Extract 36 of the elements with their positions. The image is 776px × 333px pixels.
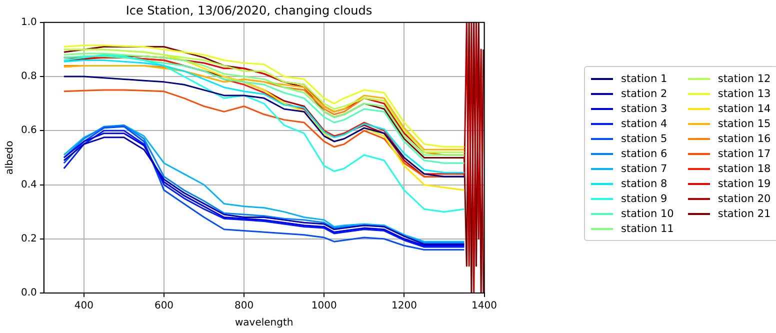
legend-label: station 13 bbox=[718, 88, 771, 100]
x-axis-title: wavelength bbox=[234, 318, 294, 329]
legend-label: station 3 bbox=[621, 102, 668, 114]
y-tick-label: 0.2 bbox=[20, 233, 37, 244]
legend-label: station 9 bbox=[621, 192, 668, 204]
legend-label: station 15 bbox=[718, 118, 771, 130]
legend-label: station 7 bbox=[621, 162, 668, 174]
legend-label: station 8 bbox=[621, 178, 668, 190]
y-tick-label: 1.0 bbox=[20, 16, 37, 28]
y-tick-label: 0.8 bbox=[20, 71, 37, 82]
legend-label: station 4 bbox=[621, 118, 668, 130]
legend-label: station 21 bbox=[718, 208, 771, 220]
legend-label: station 20 bbox=[718, 192, 771, 204]
y-axis-title: albedo bbox=[4, 140, 16, 175]
y-tick-label: 0.0 bbox=[20, 288, 37, 299]
legend-label: station 10 bbox=[621, 208, 674, 220]
x-tick-label: 1200 bbox=[391, 300, 417, 312]
legend-label: station 5 bbox=[621, 132, 668, 144]
legend-label: station 16 bbox=[718, 132, 771, 144]
y-tick-label: 0.4 bbox=[20, 179, 37, 190]
legend-label: station 12 bbox=[718, 72, 771, 84]
legend-label: station 14 bbox=[718, 102, 771, 114]
legend-label: station 17 bbox=[718, 148, 771, 160]
legend-label: station 2 bbox=[621, 88, 668, 100]
chart-title: Ice Station, 13/06/2020, changing clouds bbox=[126, 3, 372, 18]
legend-label: station 6 bbox=[621, 148, 668, 160]
x-tick-label: 1400 bbox=[472, 300, 497, 312]
legend-label: station 1 bbox=[621, 72, 668, 84]
x-tick-label: 600 bbox=[154, 300, 174, 312]
x-tick-label: 400 bbox=[74, 300, 94, 312]
y-tick-label: 0.6 bbox=[20, 125, 37, 136]
legend-label: station 11 bbox=[621, 222, 674, 234]
x-tick-label: 1000 bbox=[311, 300, 337, 312]
legend-label: station 19 bbox=[718, 178, 771, 190]
legend-label: station 18 bbox=[718, 162, 771, 174]
x-tick-label: 800 bbox=[234, 300, 254, 312]
